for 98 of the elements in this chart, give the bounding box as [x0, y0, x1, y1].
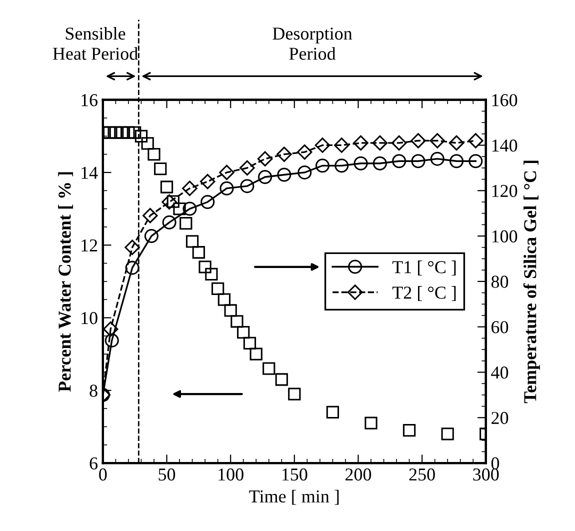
- y-tick-label: 16: [82, 94, 98, 106]
- y-tick-label: 10: [82, 312, 98, 324]
- point: [180, 216, 192, 230]
- point: [364, 416, 378, 430]
- point: [230, 315, 244, 328]
- y2-tick-label: 20: [492, 412, 508, 424]
- point: [200, 174, 216, 190]
- y2-tick-label: 100: [492, 230, 518, 242]
- point: [354, 156, 368, 170]
- legend-label: T2 [ °C ]: [392, 286, 456, 301]
- point: [219, 164, 234, 180]
- point: [220, 181, 234, 196]
- point: [450, 154, 464, 168]
- point: [326, 406, 340, 419]
- point: [288, 388, 301, 400]
- point: [192, 246, 205, 259]
- point: [392, 154, 406, 168]
- point: [334, 138, 350, 153]
- point: [257, 151, 273, 166]
- point: [275, 373, 288, 386]
- y2-tick-label: 80: [491, 276, 508, 288]
- y2-tick-label: 40: [491, 366, 508, 379]
- y2-tick-label: 0: [491, 457, 500, 470]
- point: [128, 126, 142, 139]
- y2-tick-label: 160: [492, 94, 518, 106]
- point: [142, 208, 158, 224]
- point: [125, 260, 140, 275]
- point: [141, 137, 154, 150]
- point: [430, 133, 446, 148]
- point: [391, 135, 407, 151]
- point: [148, 148, 160, 161]
- point: [182, 202, 197, 216]
- point: [134, 130, 148, 142]
- y-tick-label: 8: [90, 384, 98, 397]
- point: [122, 126, 135, 139]
- point: [411, 154, 426, 168]
- point: [250, 348, 262, 360]
- point: [154, 162, 167, 176]
- y2-tick-label: 140: [492, 139, 518, 152]
- x-tick-label: 100: [218, 468, 244, 481]
- point: [276, 146, 292, 162]
- x-tick-label: 0: [99, 468, 107, 481]
- y-axis-title: Percent Water Content [ % ]: [58, 172, 74, 392]
- point: [258, 170, 272, 184]
- point: [144, 229, 158, 244]
- point: [243, 336, 256, 350]
- y2-axis-title: Temperature of Silica Gel [ °C ]: [523, 160, 540, 404]
- point: [160, 180, 174, 194]
- point: [448, 135, 464, 151]
- point: [240, 160, 255, 176]
- text: Sensible Heat Period: [52, 27, 138, 60]
- y-tick-label: 14: [82, 166, 98, 179]
- point: [186, 235, 199, 248]
- point: [205, 268, 218, 280]
- point: [211, 282, 224, 296]
- point: [240, 179, 254, 194]
- point: [109, 126, 122, 139]
- point: [468, 133, 484, 148]
- point: [173, 202, 186, 216]
- point: [353, 135, 368, 151]
- point: [224, 304, 237, 317]
- point: [237, 326, 250, 339]
- point: [402, 424, 416, 437]
- point: [182, 180, 198, 196]
- point: [468, 154, 483, 168]
- x-axis-title: Time [ min ]: [249, 490, 339, 505]
- point: [277, 168, 292, 182]
- point: [372, 156, 387, 170]
- point: [296, 144, 312, 160]
- y2-tick-label: 120: [492, 184, 518, 198]
- point: [262, 362, 276, 375]
- point: [410, 133, 426, 148]
- point: [315, 158, 330, 173]
- point: [116, 126, 128, 139]
- x-tick-label: 200: [345, 468, 372, 481]
- point: [298, 165, 312, 180]
- x-tick-label: 250: [409, 468, 435, 481]
- x-tick-label: 300: [473, 468, 499, 481]
- y2-tick-label: 60: [492, 321, 508, 334]
- point: [441, 428, 454, 440]
- x-tick-label: 150: [282, 468, 308, 481]
- text: Desorption Period: [272, 28, 352, 60]
- point: [162, 194, 177, 210]
- x-tick-label: 50: [158, 468, 176, 481]
- point: [430, 152, 444, 166]
- point: [200, 194, 215, 209]
- point: [372, 135, 388, 151]
- point: [102, 321, 118, 337]
- point: [314, 138, 330, 153]
- point: [162, 215, 176, 230]
- point: [198, 260, 212, 274]
- point: [218, 293, 231, 306]
- legend-label: T1 [ °C ]: [392, 260, 456, 276]
- point: [104, 333, 119, 348]
- y-tick-label: 12: [82, 239, 98, 252]
- point: [124, 240, 140, 256]
- point: [334, 158, 349, 173]
- y-tick-label: 6: [90, 457, 98, 470]
